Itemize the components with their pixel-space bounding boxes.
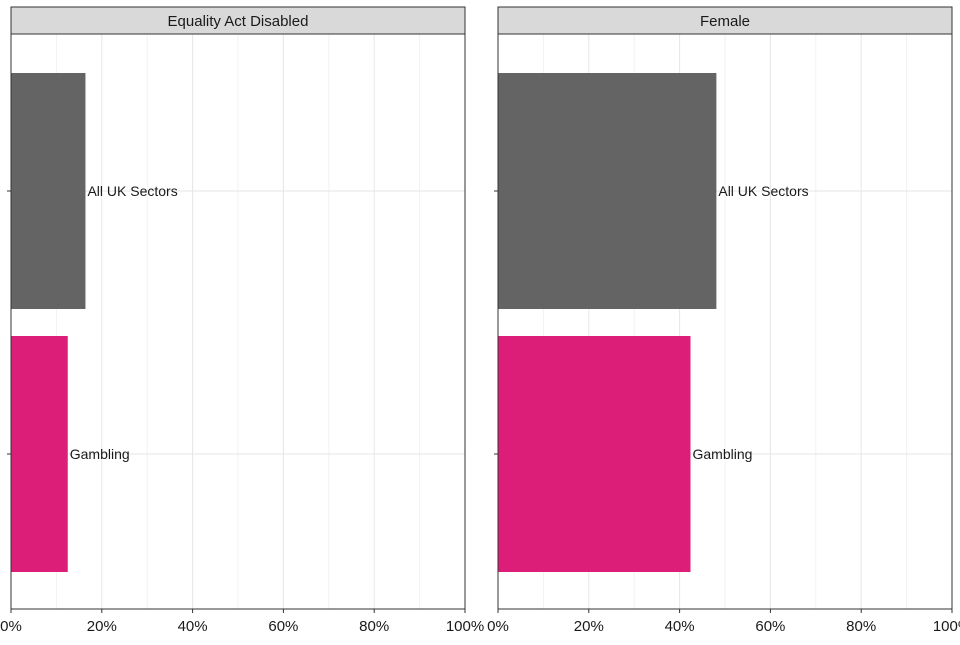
panel-2-x-tick-label: 80% bbox=[846, 618, 876, 635]
panel-1-bar-label-1: All UK Sectors bbox=[87, 183, 177, 199]
panel-2-bar-1 bbox=[498, 73, 717, 309]
panel-2-bar-label-1: All UK Sectors bbox=[718, 183, 808, 199]
panel-2-border bbox=[497, 33, 953, 610]
panel-1-x-tick-label: 80% bbox=[359, 618, 389, 635]
panel-1-bar-1 bbox=[11, 73, 86, 309]
panel-1-bar-label-2: Gambling bbox=[70, 446, 130, 462]
panel-1-x-tick-label: 100% bbox=[446, 618, 484, 635]
panel-1-x-tick-label: 60% bbox=[268, 618, 298, 635]
panel-2-x-tick-label: 0% bbox=[487, 618, 509, 635]
panel-2-x-tick-label: 60% bbox=[755, 618, 785, 635]
panel-1-border bbox=[10, 33, 466, 610]
panel-2-x-tick-label: 100% bbox=[933, 618, 960, 635]
panel-2-x-tick-label: 40% bbox=[665, 618, 695, 635]
panel-1-title: Equality Act Disabled bbox=[168, 13, 309, 30]
panel-2-bar-label-2: Gambling bbox=[692, 446, 752, 462]
panel-1-x-tick-label: 0% bbox=[0, 618, 22, 635]
panel-1-strip bbox=[10, 6, 466, 35]
panel-2-title: Female bbox=[700, 13, 750, 30]
panel-2-strip bbox=[497, 6, 953, 35]
panel-1-x-tick-label: 20% bbox=[87, 618, 117, 635]
panel-2-x-tick-label: 20% bbox=[574, 618, 604, 635]
panel-2-bar-2 bbox=[498, 336, 691, 572]
panel-1-bar-2 bbox=[11, 336, 68, 572]
panel-1-x-tick-label: 40% bbox=[178, 618, 208, 635]
